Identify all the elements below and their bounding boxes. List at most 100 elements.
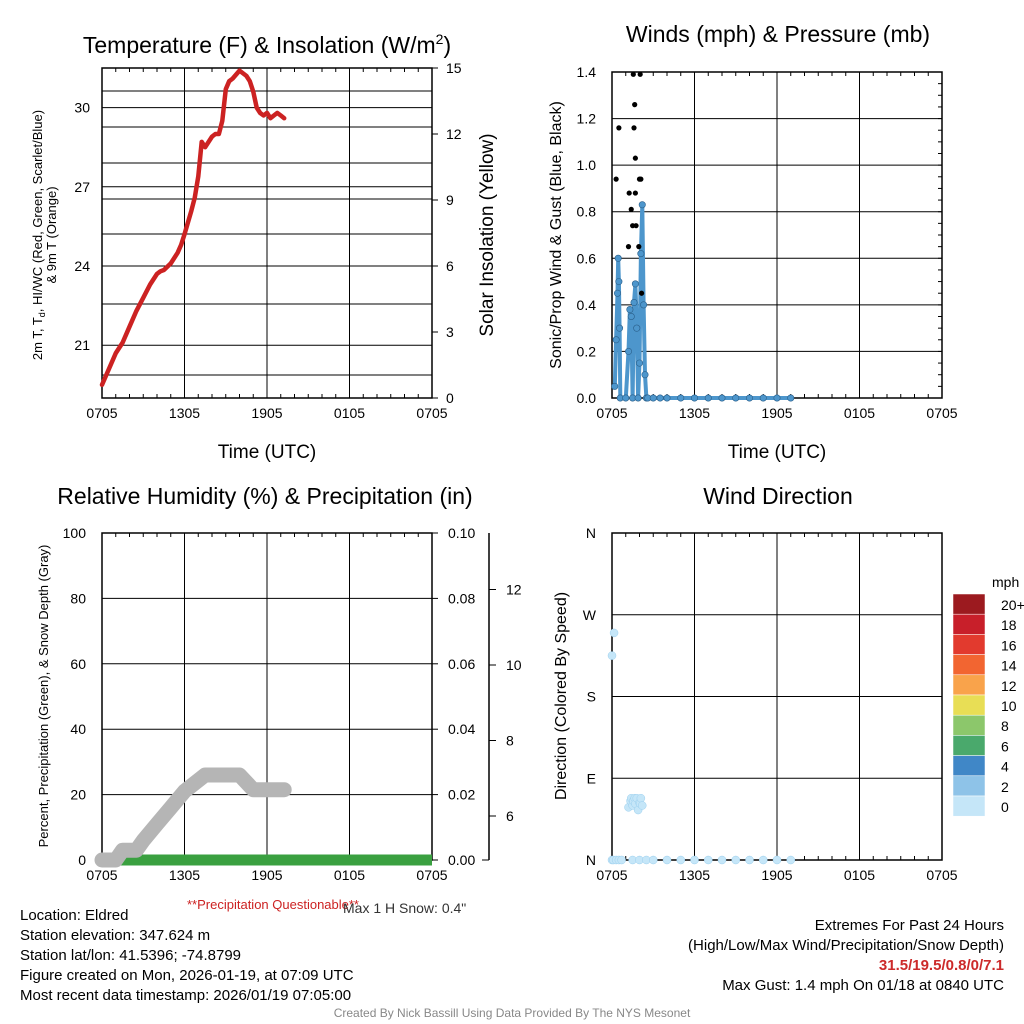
legend-unit: mph [992, 574, 1019, 590]
x-tick-label: 1905 [251, 867, 282, 883]
x-tick-label: 1305 [169, 867, 200, 883]
direction-point [759, 855, 768, 865]
wind-point [612, 336, 620, 344]
latlon-text: Station lat/lon: 41.5396; -74.8799 [20, 947, 242, 964]
direction-point [617, 855, 626, 865]
y2-tick-label: 0.04 [448, 721, 475, 737]
y2-tick-label: 6 [446, 258, 454, 274]
legend-swatch [952, 593, 986, 615]
x-tick-label: 1905 [761, 867, 792, 883]
legend-label: 16 [1001, 637, 1017, 653]
max-snow-note: Max 1 H Snow: 0.4" [343, 900, 466, 916]
y-tick-label: 100 [63, 525, 87, 541]
direction-point [676, 855, 685, 865]
y2-tick-label: 0 [446, 390, 454, 406]
wind-point [627, 312, 635, 320]
direction-point [649, 855, 658, 865]
legend-swatch [952, 795, 986, 817]
legend-swatch [952, 755, 986, 777]
wind-line [612, 202, 791, 400]
chart-title: Winds (mph) & Pressure (mb) [626, 21, 930, 47]
y-tick-label: 21 [74, 337, 90, 353]
y-tick-label: 20 [70, 787, 86, 803]
x-tick-label: 0105 [844, 867, 875, 883]
x-tick-label: 0705 [926, 867, 957, 883]
x-tick-label: 1905 [761, 405, 792, 421]
legend-swatch [952, 694, 986, 716]
x-axis-label: Time (UTC) [218, 442, 317, 463]
x-tick-label: 0705 [926, 405, 957, 421]
legend-swatch [952, 735, 986, 756]
gust-point [630, 71, 636, 77]
legend-label: 10 [1001, 698, 1017, 714]
wind-point [624, 347, 632, 355]
elevation-text: Station elevation: 347.624 m [20, 927, 211, 944]
plot-frame [101, 67, 433, 399]
legend-label: 2 [1001, 779, 1009, 795]
max-gust-text: Max Gust: 1.4 mph On 01/18 at 0840 UTC [722, 977, 1004, 994]
created-text: Figure created on Mon, 2026-01-19, at 07… [20, 967, 354, 984]
extremes-values: 31.5/19.5/0.8/0/7.1 [878, 957, 1004, 974]
wind-point [759, 394, 767, 402]
x-tick-label: 1305 [679, 405, 710, 421]
y-axis-label-line2: & 9m T (Orange) [44, 186, 59, 283]
direction-point [717, 855, 727, 865]
direction-point [786, 855, 795, 865]
wind-point [641, 371, 649, 379]
y-axis-label: Sonic/Prop Wind & Gust (Blue, Black) [548, 101, 565, 369]
y-tick-label: W [583, 607, 597, 623]
direction-point [607, 651, 617, 660]
station-info: Location: Eldred Station elevation: 347.… [20, 906, 354, 1006]
y2-tick-label: 0.08 [448, 590, 475, 606]
wind-point [631, 280, 639, 288]
extremes-title: Extremes For Past 24 Hours [814, 917, 1004, 934]
gust-point [638, 176, 644, 182]
gust-point [632, 102, 638, 108]
wind-point [634, 394, 642, 402]
gust-point [632, 190, 638, 196]
y-tick-label: 0.0 [577, 390, 597, 406]
y-axis-label: 2m T, Td, HI/WC (Red, Green, Scarlet/Blu… [30, 110, 47, 360]
humidity-panel: 0705 1305 1905 0105 07050204060801000.000.02… [36, 483, 522, 916]
gust-point [616, 125, 622, 131]
x-tick-label: 0705 [86, 867, 117, 883]
wind-point [663, 394, 671, 402]
legend-swatch [952, 654, 986, 676]
y-tick-label: 1.0 [577, 157, 597, 173]
direction-point [772, 855, 782, 865]
wind-point [773, 394, 781, 402]
wind-point [732, 394, 740, 402]
y-tick-label: 24 [74, 258, 90, 274]
extremes-info: Extremes For Past 24 Hours (High/Low/Max… [504, 916, 1004, 996]
y-axis-label: Direction (Colored By Speed) [553, 592, 570, 800]
y2-axis-label: Solar Insolation (Yellow) [477, 133, 498, 336]
wind-point [633, 324, 641, 332]
legend-label: 12 [1001, 678, 1017, 694]
direction-point [609, 628, 619, 638]
y-tick-label: 0.4 [577, 297, 597, 313]
legend-label: 14 [1001, 658, 1017, 674]
direction-point [636, 793, 646, 803]
wind-point [626, 306, 634, 314]
gust-point [636, 244, 642, 250]
y2-tick-label: 9 [446, 192, 454, 208]
legend-swatch [952, 714, 986, 736]
gust-point [613, 176, 619, 182]
chart-title: Relative Humidity (%) & Precipitation (i… [57, 483, 472, 509]
precipitation-questionable-note: **Precipitation Questionable** [187, 897, 359, 912]
y2-tick-label: 0.00 [448, 852, 475, 868]
x-tick-label: 0705 [86, 405, 117, 421]
gust-point [633, 223, 639, 229]
wind-point [614, 254, 622, 262]
x-tick-label: 1305 [169, 405, 200, 421]
y2-tick-label: 0.06 [448, 656, 475, 672]
y-axis-label: Percent, Precipitation (Green), & Snow D… [36, 545, 51, 848]
direction-point [704, 855, 713, 865]
wind-point [616, 324, 624, 332]
gust-point [628, 206, 634, 212]
chart-title: Wind Direction [703, 483, 853, 509]
y-tick-label: 0.8 [577, 204, 597, 220]
direction-point [638, 801, 647, 810]
x-axis-label: Time (UTC) [728, 442, 827, 463]
